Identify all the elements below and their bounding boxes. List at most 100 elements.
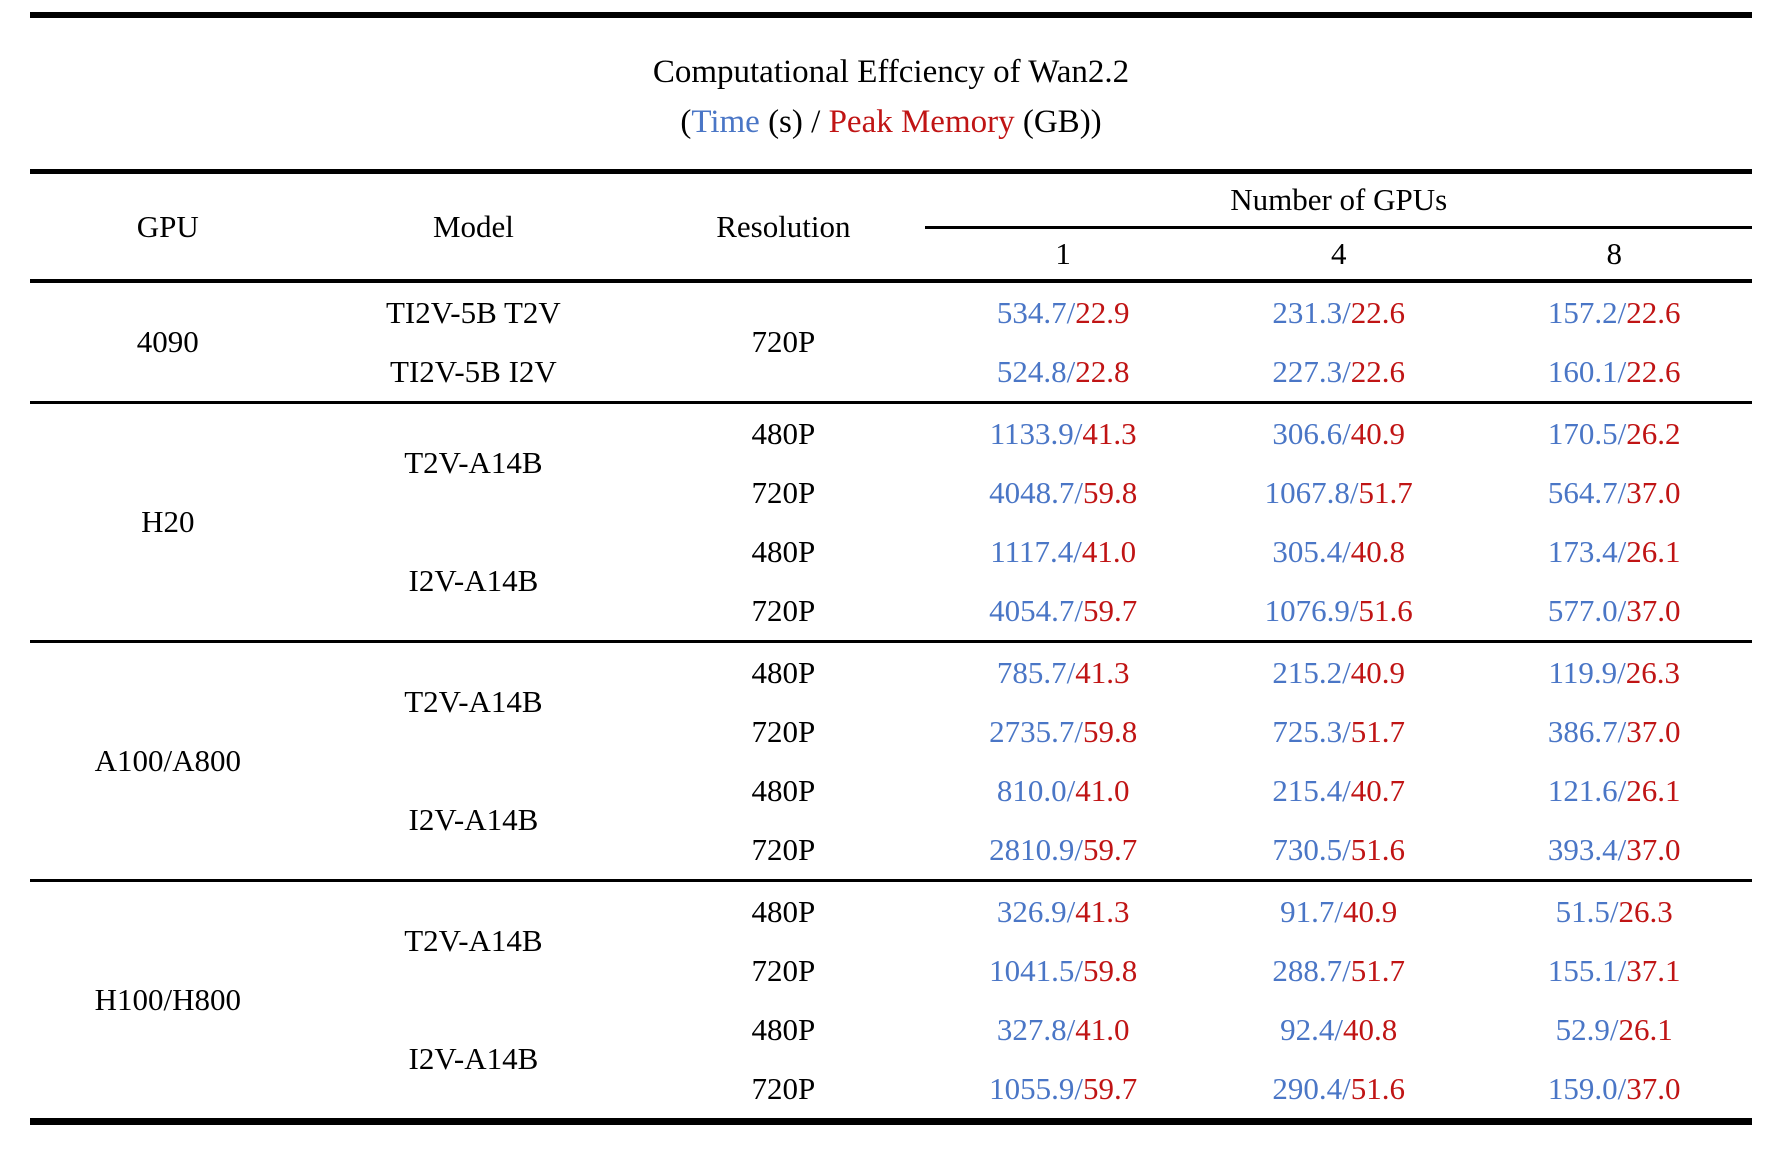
model-cell: TI2V-5B I2V	[390, 353, 557, 389]
memory-value: 22.9	[1075, 294, 1130, 330]
memory-value: 26.1	[1626, 533, 1681, 569]
time-value: 121.6	[1547, 772, 1618, 808]
table-row: 720P 2810.9/59.7 730.5 / 51.6 393.4/37.0	[30, 820, 1752, 881]
value-cell: 173.4/26.1	[1476, 522, 1752, 581]
slash-separator: /	[1074, 592, 1083, 628]
table-row: 720P 1041.5/59.8 288.7/51.7 155.1/37.1	[30, 941, 1752, 1000]
value-cell: 2810.9/59.7	[925, 820, 1201, 881]
model-cell: I2V-A14B	[408, 563, 539, 598]
memory-value: 40.7	[1350, 772, 1405, 808]
section-4090: 4090 TI2V-5B T2V 720P 534.7/22.9 231.3/2…	[30, 281, 1752, 403]
value-cell: 159.0/37.0	[1476, 1059, 1752, 1122]
resolution-cell: 720P	[751, 592, 816, 628]
time-value: 2810.9	[989, 831, 1075, 867]
time-value: 534.7	[996, 294, 1067, 330]
memory-value: 26.1	[1618, 1011, 1673, 1047]
table-title: Computational Effciency of Wan2.2 (Time …	[30, 18, 1752, 169]
slash-separator: /	[1073, 415, 1083, 451]
time-value: 173.4	[1547, 533, 1618, 569]
time-value: 393.4	[1547, 831, 1618, 867]
section-h100-h800: H100/H800 T2V-A14B 480P 326.9/41.3 91.7/…	[30, 880, 1752, 1122]
memory-value: 37.0	[1626, 592, 1681, 628]
memory-value: 40.9	[1343, 893, 1398, 929]
resolution-cell: 480P	[751, 654, 816, 690]
memory-value: 22.6	[1626, 353, 1681, 389]
value-cell: 160.1/22.6	[1476, 342, 1752, 403]
memory-value: 51.7	[1358, 474, 1413, 510]
slash-separator: /	[1066, 654, 1076, 690]
title-line-2: (Time (s) / Peak Memory (GB))	[30, 98, 1752, 148]
time-value: 1076.9	[1264, 592, 1350, 628]
slash-separator: /	[1617, 654, 1626, 690]
time-value: 730.5	[1272, 831, 1343, 867]
memory-value: 59.8	[1082, 952, 1138, 988]
memory-value: 37.0	[1626, 713, 1681, 749]
value-cell: 785.7/41.3	[925, 642, 1201, 703]
time-value: 227.3	[1272, 353, 1343, 389]
slash-separator: /	[1617, 294, 1627, 330]
slash-separator: /	[1609, 1011, 1619, 1047]
time-value: 524.8	[996, 353, 1067, 389]
memory-value: 22.6	[1350, 294, 1405, 330]
time-value: 160.1	[1547, 353, 1618, 389]
value-cell: 386.7/37.0	[1476, 702, 1752, 761]
header-resolution: Resolution	[716, 208, 851, 244]
memory-value: 51.6	[1350, 831, 1405, 867]
table-row: 720P 2735.7/59.8 725.3/51.7 386.7/37.0	[30, 702, 1752, 761]
memory-value: 37.0	[1626, 474, 1681, 510]
memory-value: 51.7	[1350, 713, 1405, 749]
table-row: TI2V-5B I2V 524.8/22.8 227.3/22.6 160.1/…	[30, 342, 1752, 403]
value-cell: 290.4/51.6	[1201, 1059, 1477, 1122]
value-cell: 577.0/37.0	[1476, 581, 1752, 642]
slash-separator: /	[1342, 654, 1351, 690]
section-a100-a800: A100/A800 T2V-A14B 480P 785.7/41.3 215.2…	[30, 641, 1752, 881]
value-cell: 215.4/40.7	[1201, 761, 1477, 820]
memory-value: 51.6	[1350, 1070, 1405, 1106]
memory-value: 26.1	[1626, 772, 1681, 808]
time-value: 119.9	[1548, 654, 1618, 690]
slash-separator: /	[1334, 893, 1343, 929]
resolution-cell: 720P	[751, 831, 816, 867]
memory-value: 26.2	[1626, 415, 1681, 451]
value-cell: 119.9/26.3	[1476, 642, 1752, 703]
value-cell: 288.7/51.7	[1201, 941, 1477, 1000]
slash-separator: /	[1074, 831, 1083, 867]
time-value: 215.2	[1272, 654, 1343, 690]
model-cell: T2V-A14B	[404, 445, 543, 480]
time-value: 170.5	[1547, 415, 1618, 451]
value-cell: 4048.7/59.8	[925, 463, 1201, 522]
time-value: 290.4	[1272, 1070, 1343, 1106]
resolution-cell: 720P	[751, 952, 816, 988]
table-row: I2V-A14B 480P 810.0/41.0 215.4/40.7 121.…	[30, 761, 1752, 838]
memory-value: 59.8	[1082, 713, 1138, 749]
efficiency-table: GPU Model Resolution Number of GPUs 1 4 …	[30, 169, 1752, 1125]
value-cell: 524.8/22.8	[925, 342, 1201, 403]
value-cell: 1117.4/41.0	[925, 522, 1201, 581]
title-units-mid: (s) /	[759, 103, 829, 140]
value-cell: 326.9/41.3	[925, 881, 1201, 942]
value-cell: 227.3/22.6	[1201, 342, 1477, 403]
slash-separator: /	[1342, 353, 1351, 389]
slash-separator: /	[1342, 713, 1351, 749]
time-value: 1041.5	[989, 952, 1075, 988]
time-value: 159.0	[1547, 1070, 1618, 1106]
model-cell: T2V-A14B	[404, 923, 543, 958]
title-peak-memory-label: Peak Memory	[828, 103, 1015, 140]
time-value: 725.3	[1272, 713, 1343, 749]
slash-separator: /	[1074, 474, 1083, 510]
value-cell: 393.4/37.0	[1476, 820, 1752, 881]
value-cell: 1055.9/59.7	[925, 1059, 1201, 1122]
time-value: 326.9	[996, 893, 1067, 929]
slash-separator: /	[1617, 533, 1627, 569]
memory-value: 41.3	[1075, 893, 1130, 929]
memory-value: 37.0	[1626, 831, 1681, 867]
value-cell: 1076.9/51.6	[1201, 581, 1477, 642]
value-cell: 1133.9/41.3	[925, 403, 1201, 464]
time-value: 1133.9	[989, 415, 1074, 451]
memory-value: 59.7	[1082, 592, 1138, 628]
time-value: 157.2	[1547, 294, 1618, 330]
memory-value: 22.6	[1626, 294, 1681, 330]
memory-value: 40.8	[1350, 533, 1405, 569]
time-value: 564.7	[1547, 474, 1618, 510]
time-value: 306.6	[1272, 415, 1343, 451]
